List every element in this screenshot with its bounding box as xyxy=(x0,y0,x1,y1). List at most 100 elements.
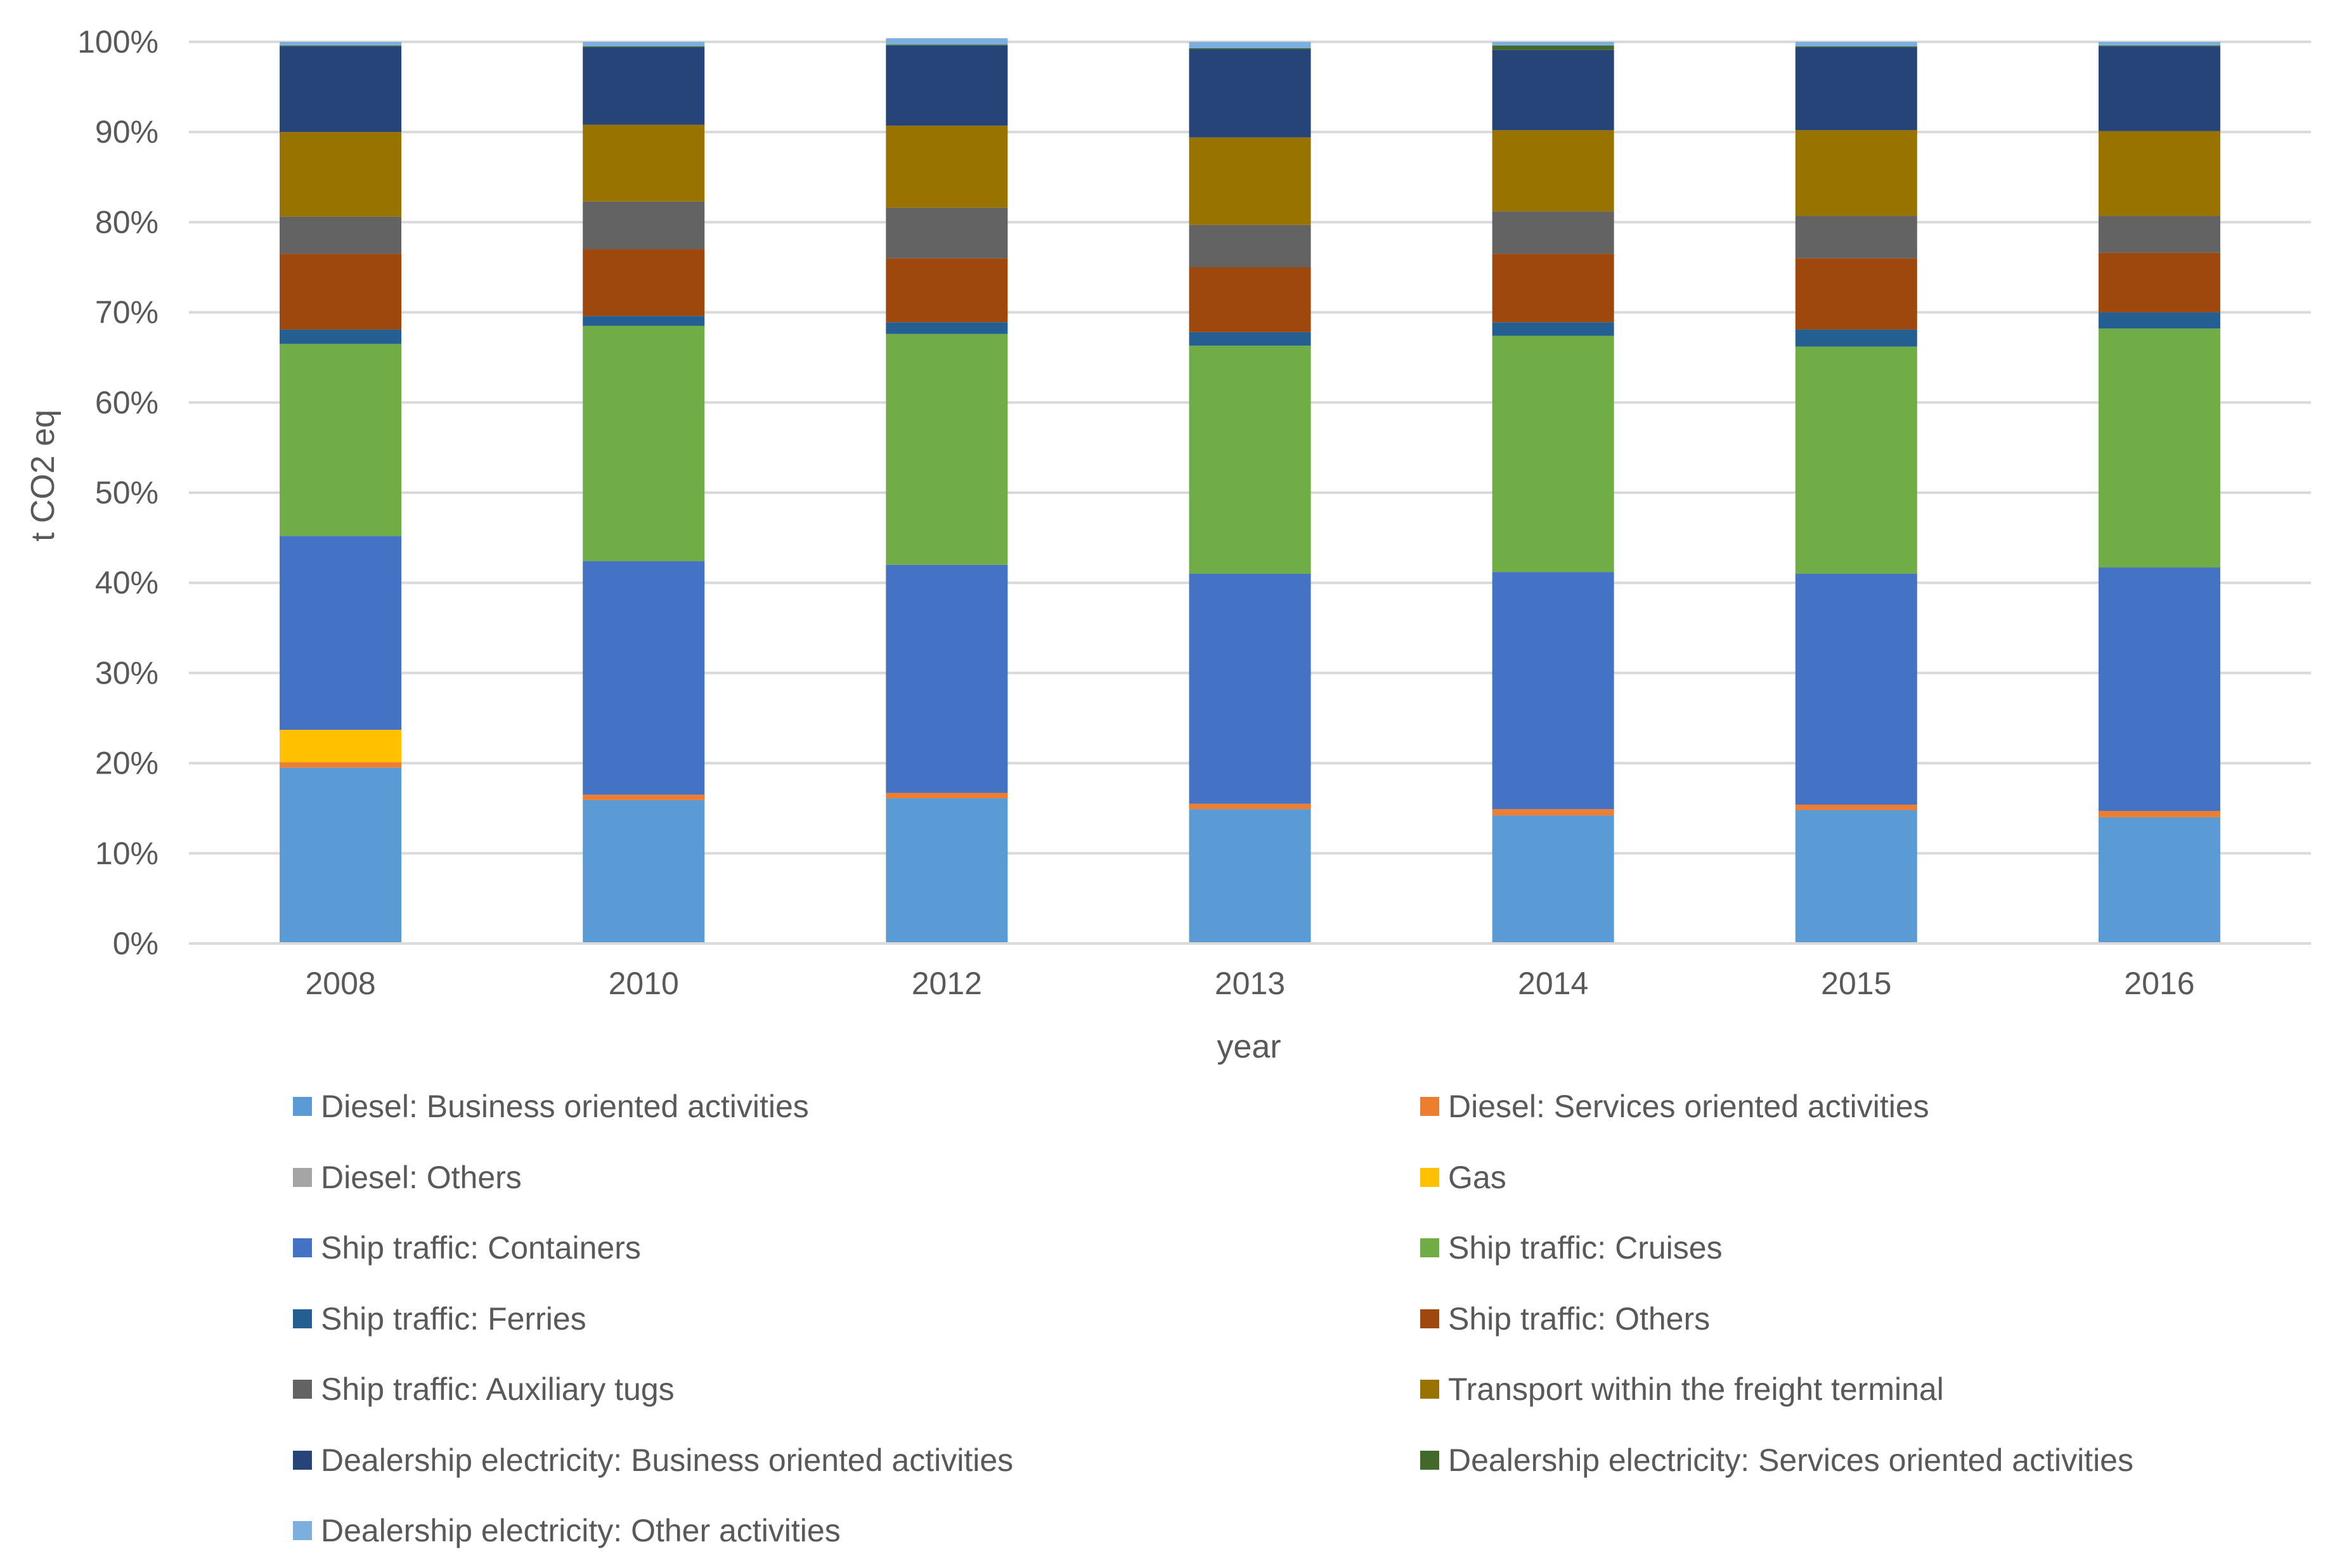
bar-segment xyxy=(1492,572,1614,810)
bar-segment xyxy=(2098,46,2220,131)
legend-item: Dealership electricity: Services oriente… xyxy=(1420,1438,2133,1482)
legend-label: Ship traffic: Ferries xyxy=(321,1300,586,1337)
legend-item: Ship traffic: Auxiliary tugs xyxy=(293,1367,675,1411)
legend-swatch xyxy=(293,1167,312,1187)
bar-segment xyxy=(1189,48,1311,49)
legend-label: Gas xyxy=(1448,1159,1506,1195)
bar-segment xyxy=(1795,47,1917,131)
legend-label: Dealership electricity: Business oriente… xyxy=(321,1442,1014,1478)
bar-segment xyxy=(280,329,402,344)
bar-segment xyxy=(886,45,1008,126)
x-tick-label: 2010 xyxy=(609,966,679,1001)
legend-swatch xyxy=(293,1380,312,1399)
bar-segment xyxy=(1189,573,1311,804)
bar-segment xyxy=(1795,805,1917,810)
bar-segment xyxy=(1492,49,1614,131)
chart-legend: Diesel: Business oriented activities Dies… xyxy=(0,1078,2330,1568)
y-tick-label: 30% xyxy=(95,655,159,690)
legend-item: Ship traffic: Containers xyxy=(293,1226,641,1270)
bar-segment xyxy=(886,38,1008,45)
bar-segment xyxy=(1492,335,1614,573)
bar-segment xyxy=(1189,809,1311,943)
legend-swatch xyxy=(293,1309,312,1328)
legend-label: Ship traffic: Auxiliary tugs xyxy=(321,1371,675,1407)
bar-segment xyxy=(886,207,1008,259)
bar-stack-2012 xyxy=(886,38,1008,943)
legend-item: Ship traffic: Cruises xyxy=(1420,1226,1723,1270)
bar-segment xyxy=(280,767,402,943)
bar-segment xyxy=(886,322,1008,334)
bar-segment xyxy=(583,316,705,326)
bar-segment xyxy=(583,794,705,800)
bar-segment xyxy=(280,344,402,536)
bar-segment xyxy=(1492,130,1614,212)
bar-stacks xyxy=(280,38,2220,943)
legend-item: Diesel: Business oriented activities xyxy=(293,1084,809,1129)
bar-segment xyxy=(1189,267,1311,332)
chart-canvas: 0%10%20%30%40%50%60%70%80%90%100% 2008 20… xyxy=(25,24,2311,1065)
bar-segment xyxy=(1189,49,1311,138)
bar-segment xyxy=(1795,216,1917,259)
x-tick-label: 2013 xyxy=(1215,966,1285,1001)
bar-segment xyxy=(280,729,402,763)
bar-segment xyxy=(280,46,402,133)
y-tick-label: 40% xyxy=(95,565,159,600)
x-tick-label: 2008 xyxy=(305,966,375,1001)
x-tick-label: 2016 xyxy=(2124,966,2194,1001)
legend-swatch xyxy=(1420,1238,1439,1257)
y-tick-label: 100% xyxy=(77,24,159,60)
y-tick-label: 10% xyxy=(95,836,159,871)
bar-segment xyxy=(583,561,705,795)
bar-segment xyxy=(1189,42,1311,48)
x-tick-label: 2015 xyxy=(1821,966,1891,1001)
bar-segment xyxy=(886,126,1008,208)
bar-segment xyxy=(583,325,705,562)
bar-segment xyxy=(280,536,402,730)
legend-swatch xyxy=(1420,1380,1439,1399)
bar-segment xyxy=(2098,252,2220,313)
legend-item: Gas xyxy=(1420,1155,1506,1200)
bar-segment xyxy=(1795,346,1917,574)
bar-segment xyxy=(280,254,402,330)
bar-segment xyxy=(2098,810,2220,817)
bar-stack-2016 xyxy=(2098,42,2220,943)
bar-segment xyxy=(2098,131,2220,216)
bar-segment xyxy=(583,47,705,125)
bar-segment xyxy=(583,42,705,47)
bar-segment xyxy=(886,258,1008,323)
legend-swatch xyxy=(293,1097,312,1116)
bar-segment xyxy=(1492,254,1614,323)
bar-stack-2015 xyxy=(1795,42,1917,943)
bar-segment xyxy=(1492,815,1614,943)
bar-segment xyxy=(886,798,1008,943)
bar-segment xyxy=(886,44,1008,46)
legend-item: Dealership electricity: Other activities xyxy=(293,1508,841,1553)
bar-segment xyxy=(1492,42,1614,46)
legend-item: Ship traffic: Others xyxy=(1420,1297,1710,1341)
bar-stack-2010 xyxy=(583,42,705,943)
bar-segment xyxy=(583,124,705,202)
bar-segment xyxy=(1492,322,1614,336)
bar-segment xyxy=(1492,211,1614,254)
bar-segment xyxy=(1795,42,1917,47)
bar-segment xyxy=(280,216,402,254)
bar-segment xyxy=(280,132,402,217)
bar-segment xyxy=(1795,573,1917,805)
bar-segment xyxy=(1189,224,1311,268)
bar-segment xyxy=(1795,329,1917,347)
legend-label: Ship traffic: Cruises xyxy=(1448,1230,1723,1266)
bar-segment xyxy=(1795,130,1917,216)
x-axis-title: year xyxy=(1217,1028,1281,1065)
legend-label: Dealership electricity: Services oriente… xyxy=(1448,1442,2133,1478)
bar-stack-2008 xyxy=(280,42,402,943)
bar-segment xyxy=(1189,346,1311,574)
bar-stack-2014 xyxy=(1492,42,1614,943)
bar-segment xyxy=(583,46,705,48)
legend-swatch xyxy=(1420,1097,1439,1116)
bar-segment xyxy=(886,793,1008,799)
legend-label: Transport within the freight terminal xyxy=(1448,1371,1944,1407)
bar-segment xyxy=(1795,258,1917,330)
y-axis-title: t CO2 eq xyxy=(25,410,61,541)
x-axis-tick-labels: 2008 2010 2012 2013 2014 2015 2016 xyxy=(305,966,2194,1001)
legend-swatch xyxy=(1420,1167,1439,1187)
